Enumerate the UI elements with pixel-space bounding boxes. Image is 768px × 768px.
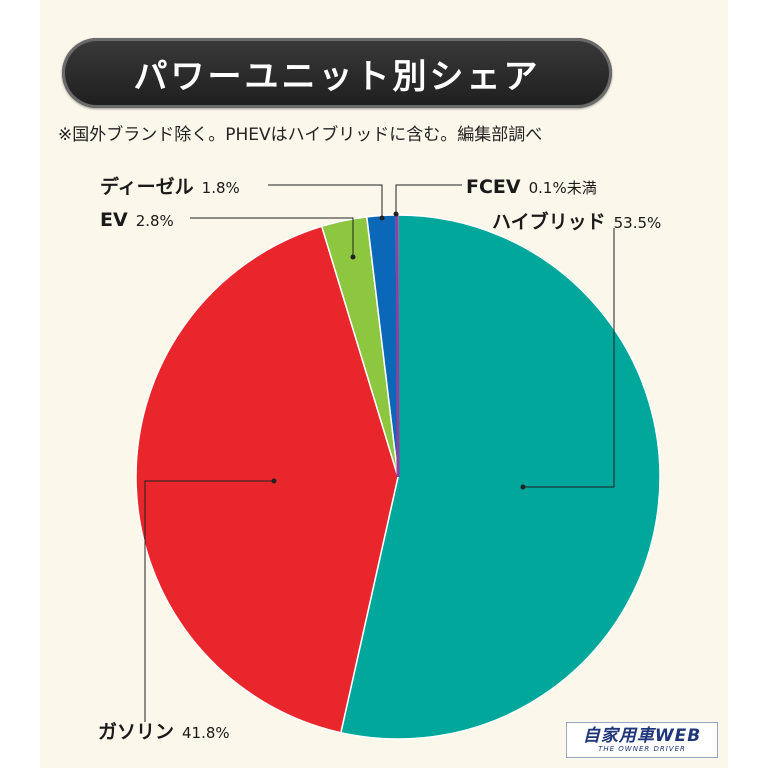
leader-dot-0 xyxy=(520,484,526,490)
slice-name-2: EV xyxy=(100,209,128,231)
slice-name-0: ハイブリッド xyxy=(492,210,606,233)
slice-name-1: ガソリン xyxy=(98,721,174,743)
leader-line-4 xyxy=(395,184,462,214)
leader-dot-2 xyxy=(350,254,356,260)
slice-name-4: FCEV xyxy=(466,176,521,198)
logo-main-text: 自家用車WEB xyxy=(582,725,702,746)
slice-value-4: 0.1%未満 xyxy=(529,179,597,197)
pie-slices xyxy=(135,214,661,740)
chart-subtitle: ※国外ブランド除く。PHEVはハイブリッドに含む。編集部調べ xyxy=(58,125,543,145)
leader-line-2 xyxy=(190,217,354,257)
slice-value-1: 41.8% xyxy=(182,724,230,742)
leader-dot-3 xyxy=(379,215,385,221)
slice-name-3: ディーゼル xyxy=(100,175,194,198)
slice-value-2: 2.8% xyxy=(136,212,174,230)
leader-lines xyxy=(144,184,615,722)
leader-dot-1 xyxy=(271,478,277,484)
pie-slice-fcev-edge xyxy=(395,214,400,478)
slice-value-3: 1.8% xyxy=(202,179,240,197)
slice-label-3: ディーゼル 1.8% xyxy=(100,175,240,198)
leader-line-0 xyxy=(523,228,615,488)
slice-label-2: EV 2.8% xyxy=(100,209,174,231)
publisher-logo: 自家用車WEB THE OWNER DRIVER xyxy=(566,722,718,758)
slice-label-0: ハイブリッド 53.5% xyxy=(492,210,661,233)
slice-labels: ハイブリッド 53.5% ガソリン 41.8% EV 2.8% ディーゼル 1.8% FCEV 0… xyxy=(98,175,661,743)
leader-dot-4 xyxy=(393,211,399,217)
chart-title: パワーユニット別シェア xyxy=(133,56,541,97)
slice-label-1: ガソリン 41.8% xyxy=(98,721,230,743)
leader-line-1 xyxy=(144,480,274,722)
slice-value-0: 53.5% xyxy=(614,214,662,232)
logo-sub-text: THE OWNER DRIVER xyxy=(598,744,686,753)
title-banner: パワーユニット別シェア xyxy=(62,38,612,108)
pie-slice-1 xyxy=(135,225,399,734)
leader-line-3 xyxy=(268,184,383,218)
pie-slice-0 xyxy=(339,214,661,740)
slice-label-4: FCEV 0.1%未満 xyxy=(466,176,597,198)
